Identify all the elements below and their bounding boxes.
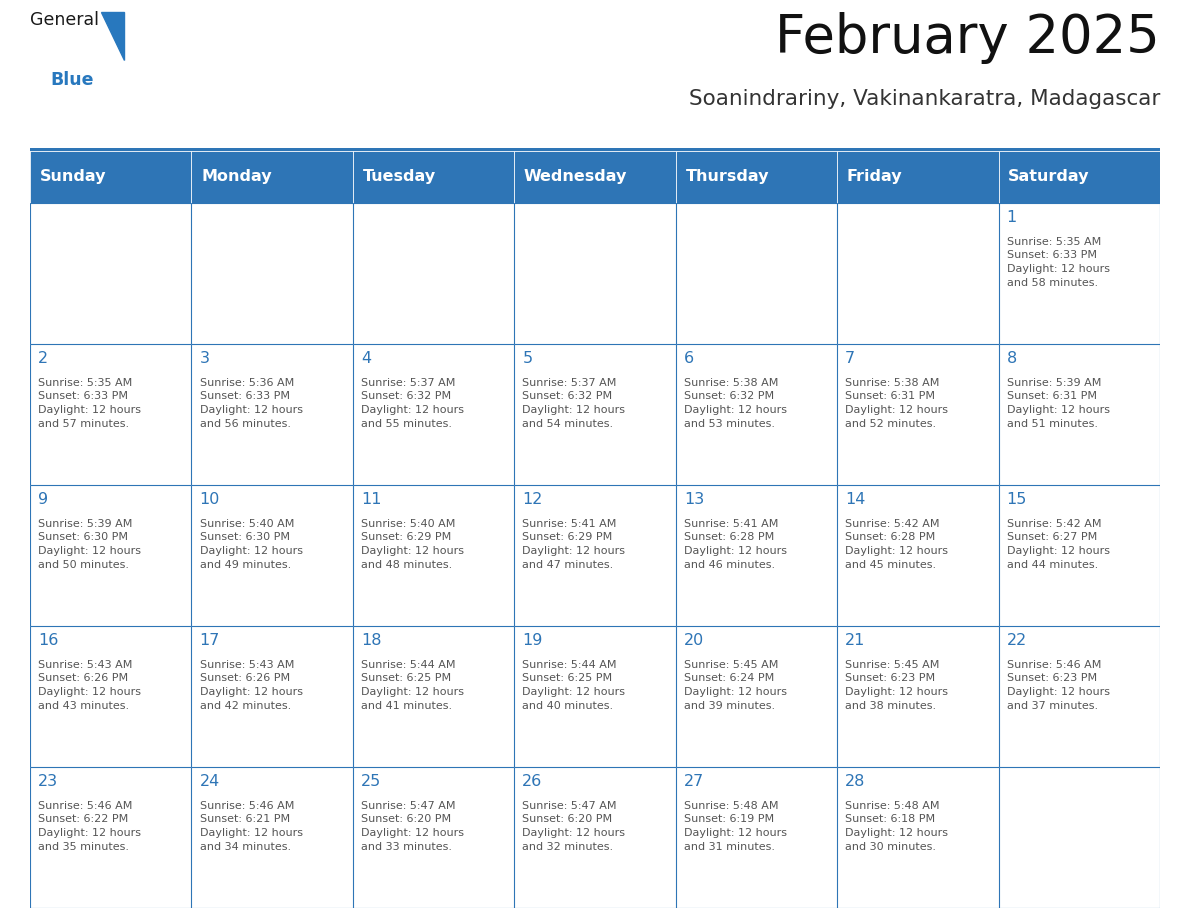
Text: 4: 4 [361, 351, 371, 366]
Text: Sunrise: 5:45 AM
Sunset: 6:23 PM
Daylight: 12 hours
and 38 minutes.: Sunrise: 5:45 AM Sunset: 6:23 PM Dayligh… [845, 660, 948, 711]
Text: 26: 26 [523, 774, 543, 789]
Text: Sunrise: 5:47 AM
Sunset: 6:20 PM
Daylight: 12 hours
and 32 minutes.: Sunrise: 5:47 AM Sunset: 6:20 PM Dayligh… [523, 800, 625, 852]
Text: Sunrise: 5:37 AM
Sunset: 6:32 PM
Daylight: 12 hours
and 55 minutes.: Sunrise: 5:37 AM Sunset: 6:32 PM Dayligh… [361, 378, 465, 429]
Text: 10: 10 [200, 492, 220, 507]
Text: Sunrise: 5:35 AM
Sunset: 6:33 PM
Daylight: 12 hours
and 58 minutes.: Sunrise: 5:35 AM Sunset: 6:33 PM Dayligh… [1006, 237, 1110, 287]
Text: Sunrise: 5:38 AM
Sunset: 6:32 PM
Daylight: 12 hours
and 53 minutes.: Sunrise: 5:38 AM Sunset: 6:32 PM Dayligh… [684, 378, 786, 429]
Text: Blue: Blue [50, 71, 94, 89]
Text: 27: 27 [684, 774, 704, 789]
Text: Sunrise: 5:41 AM
Sunset: 6:29 PM
Daylight: 12 hours
and 47 minutes.: Sunrise: 5:41 AM Sunset: 6:29 PM Dayligh… [523, 519, 625, 570]
Text: 9: 9 [38, 492, 49, 507]
Text: Thursday: Thursday [685, 170, 769, 185]
Text: 21: 21 [845, 633, 866, 648]
Text: Sunrise: 5:48 AM
Sunset: 6:18 PM
Daylight: 12 hours
and 30 minutes.: Sunrise: 5:48 AM Sunset: 6:18 PM Dayligh… [845, 800, 948, 852]
Text: 17: 17 [200, 633, 220, 648]
Text: Monday: Monday [201, 170, 272, 185]
Text: 5: 5 [523, 351, 532, 366]
Text: 28: 28 [845, 774, 866, 789]
Text: 1: 1 [1006, 210, 1017, 225]
Text: General: General [30, 11, 99, 28]
Text: Sunrise: 5:42 AM
Sunset: 6:27 PM
Daylight: 12 hours
and 44 minutes.: Sunrise: 5:42 AM Sunset: 6:27 PM Dayligh… [1006, 519, 1110, 570]
Text: Sunrise: 5:46 AM
Sunset: 6:22 PM
Daylight: 12 hours
and 35 minutes.: Sunrise: 5:46 AM Sunset: 6:22 PM Dayligh… [38, 800, 141, 852]
Text: Friday: Friday [847, 170, 903, 185]
Text: 11: 11 [361, 492, 381, 507]
Text: Soanindrariny, Vakinankaratra, Madagascar: Soanindrariny, Vakinankaratra, Madagasca… [689, 89, 1159, 109]
Text: 8: 8 [1006, 351, 1017, 366]
Text: Wednesday: Wednesday [524, 170, 627, 185]
Text: 25: 25 [361, 774, 381, 789]
Text: Sunrise: 5:45 AM
Sunset: 6:24 PM
Daylight: 12 hours
and 39 minutes.: Sunrise: 5:45 AM Sunset: 6:24 PM Dayligh… [684, 660, 786, 711]
Text: Sunday: Sunday [39, 170, 106, 185]
Text: Sunrise: 5:47 AM
Sunset: 6:20 PM
Daylight: 12 hours
and 33 minutes.: Sunrise: 5:47 AM Sunset: 6:20 PM Dayligh… [361, 800, 465, 852]
Text: 2: 2 [38, 351, 49, 366]
Text: Sunrise: 5:37 AM
Sunset: 6:32 PM
Daylight: 12 hours
and 54 minutes.: Sunrise: 5:37 AM Sunset: 6:32 PM Dayligh… [523, 378, 625, 429]
Text: Saturday: Saturday [1009, 170, 1089, 185]
Text: 23: 23 [38, 774, 58, 789]
Text: 18: 18 [361, 633, 381, 648]
Text: 20: 20 [684, 633, 704, 648]
Text: Sunrise: 5:40 AM
Sunset: 6:30 PM
Daylight: 12 hours
and 49 minutes.: Sunrise: 5:40 AM Sunset: 6:30 PM Dayligh… [200, 519, 303, 570]
Text: Sunrise: 5:43 AM
Sunset: 6:26 PM
Daylight: 12 hours
and 42 minutes.: Sunrise: 5:43 AM Sunset: 6:26 PM Dayligh… [200, 660, 303, 711]
Text: Tuesday: Tuesday [362, 170, 436, 185]
Text: Sunrise: 5:43 AM
Sunset: 6:26 PM
Daylight: 12 hours
and 43 minutes.: Sunrise: 5:43 AM Sunset: 6:26 PM Dayligh… [38, 660, 141, 711]
Text: 3: 3 [200, 351, 209, 366]
Text: Sunrise: 5:44 AM
Sunset: 6:25 PM
Daylight: 12 hours
and 41 minutes.: Sunrise: 5:44 AM Sunset: 6:25 PM Dayligh… [361, 660, 465, 711]
Text: Sunrise: 5:36 AM
Sunset: 6:33 PM
Daylight: 12 hours
and 56 minutes.: Sunrise: 5:36 AM Sunset: 6:33 PM Dayligh… [200, 378, 303, 429]
Text: 14: 14 [845, 492, 866, 507]
Text: Sunrise: 5:46 AM
Sunset: 6:21 PM
Daylight: 12 hours
and 34 minutes.: Sunrise: 5:46 AM Sunset: 6:21 PM Dayligh… [200, 800, 303, 852]
Text: 19: 19 [523, 633, 543, 648]
Text: Sunrise: 5:48 AM
Sunset: 6:19 PM
Daylight: 12 hours
and 31 minutes.: Sunrise: 5:48 AM Sunset: 6:19 PM Dayligh… [684, 800, 786, 852]
Text: 16: 16 [38, 633, 58, 648]
Text: 7: 7 [845, 351, 855, 366]
Text: 13: 13 [684, 492, 704, 507]
Text: Sunrise: 5:39 AM
Sunset: 6:30 PM
Daylight: 12 hours
and 50 minutes.: Sunrise: 5:39 AM Sunset: 6:30 PM Dayligh… [38, 519, 141, 570]
Text: Sunrise: 5:39 AM
Sunset: 6:31 PM
Daylight: 12 hours
and 51 minutes.: Sunrise: 5:39 AM Sunset: 6:31 PM Dayligh… [1006, 378, 1110, 429]
Text: 6: 6 [684, 351, 694, 366]
Text: Sunrise: 5:46 AM
Sunset: 6:23 PM
Daylight: 12 hours
and 37 minutes.: Sunrise: 5:46 AM Sunset: 6:23 PM Dayligh… [1006, 660, 1110, 711]
Text: February 2025: February 2025 [776, 12, 1159, 64]
Text: Sunrise: 5:35 AM
Sunset: 6:33 PM
Daylight: 12 hours
and 57 minutes.: Sunrise: 5:35 AM Sunset: 6:33 PM Dayligh… [38, 378, 141, 429]
Text: Sunrise: 5:44 AM
Sunset: 6:25 PM
Daylight: 12 hours
and 40 minutes.: Sunrise: 5:44 AM Sunset: 6:25 PM Dayligh… [523, 660, 625, 711]
Text: 22: 22 [1006, 633, 1026, 648]
Text: 24: 24 [200, 774, 220, 789]
Text: Sunrise: 5:38 AM
Sunset: 6:31 PM
Daylight: 12 hours
and 52 minutes.: Sunrise: 5:38 AM Sunset: 6:31 PM Dayligh… [845, 378, 948, 429]
Text: 15: 15 [1006, 492, 1026, 507]
Polygon shape [101, 12, 124, 60]
Text: Sunrise: 5:40 AM
Sunset: 6:29 PM
Daylight: 12 hours
and 48 minutes.: Sunrise: 5:40 AM Sunset: 6:29 PM Dayligh… [361, 519, 465, 570]
Text: Sunrise: 5:42 AM
Sunset: 6:28 PM
Daylight: 12 hours
and 45 minutes.: Sunrise: 5:42 AM Sunset: 6:28 PM Dayligh… [845, 519, 948, 570]
Text: Sunrise: 5:41 AM
Sunset: 6:28 PM
Daylight: 12 hours
and 46 minutes.: Sunrise: 5:41 AM Sunset: 6:28 PM Dayligh… [684, 519, 786, 570]
Text: 12: 12 [523, 492, 543, 507]
